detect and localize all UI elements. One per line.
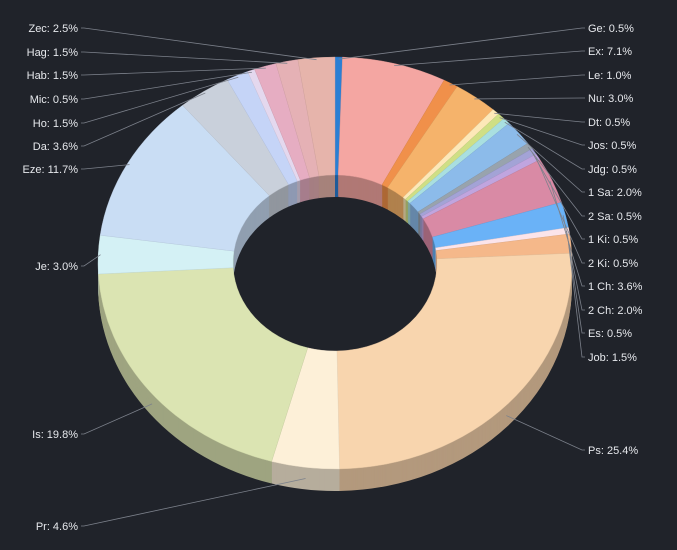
leader-line: [568, 243, 585, 358]
leader-line: [549, 181, 585, 287]
data-label: 1 Ki: 0.5%: [588, 234, 638, 246]
slice-is[interactable]: [98, 267, 308, 462]
leader-line: [81, 478, 306, 527]
leader-line: [535, 157, 585, 264]
data-label: Da: 3.6%: [33, 141, 78, 153]
leader-line: [506, 415, 585, 451]
leader-line: [394, 50, 585, 67]
leader-line: [474, 97, 585, 100]
leader-line: [494, 112, 585, 123]
data-label: 2 Ki: 0.5%: [588, 258, 638, 270]
data-label: Ge: 0.5%: [588, 23, 634, 35]
leader-line: [449, 74, 585, 86]
data-label: 2 Sa: 0.5%: [588, 211, 642, 223]
data-label: Hag: 1.5%: [27, 47, 79, 59]
data-label: 1 Ch: 3.6%: [588, 281, 643, 293]
data-label: Nu: 3.0%: [588, 93, 633, 105]
data-labels: Ge: 0.5% Ex: 7.1% Le: 1.0% Nu: 3.0% Dt: 0.5%…: [23, 23, 643, 533]
data-label: Pr: 4.6%: [36, 521, 78, 533]
slice-zec[interactable]: [297, 56, 336, 177]
leader-line: [531, 152, 585, 240]
data-label: Ex: 7.1%: [588, 46, 632, 58]
data-label: Ho: 1.5%: [33, 118, 78, 130]
leader-line: [81, 92, 206, 147]
leader-line: [81, 51, 288, 64]
data-label: 2 Ch: 2.0%: [588, 305, 643, 317]
data-label: Zec: 2.5%: [28, 23, 78, 35]
data-label: Hab: 1.5%: [27, 70, 79, 82]
slice-ps[interactable]: [336, 253, 573, 470]
data-label: Je: 3.0%: [35, 261, 78, 273]
data-label: Mic: 0.5%: [30, 94, 79, 106]
leader-line: [338, 27, 585, 60]
leader-line: [527, 146, 585, 217]
data-label: 1 Sa: 2.0%: [588, 187, 642, 199]
data-label: Ps: 25.4%: [588, 445, 638, 457]
leader-line: [516, 133, 585, 193]
data-label: Jdg: 0.5%: [588, 164, 637, 176]
leader-line: [81, 164, 130, 170]
data-label: Eze: 11.7%: [23, 164, 79, 176]
leader-line: [81, 403, 153, 435]
leader-line: [566, 230, 585, 334]
leader-line: [81, 254, 101, 267]
data-label: Jos: 0.5%: [588, 140, 637, 152]
leader-line: [504, 121, 585, 170]
data-label: Is: 19.8%: [32, 429, 78, 441]
leader-line: [81, 71, 252, 100]
leader-line: [81, 67, 266, 76]
leader-line: [81, 27, 317, 61]
leader-lines: [81, 27, 585, 527]
leader-line: [499, 117, 585, 146]
donut-top-faces: [97, 56, 573, 470]
leader-line: [81, 76, 239, 124]
data-label: Es: 0.5%: [588, 328, 632, 340]
data-label: Job: 1.5%: [588, 352, 637, 364]
data-label: Le: 1.0%: [588, 70, 632, 82]
data-label: Dt: 0.5%: [588, 117, 630, 129]
